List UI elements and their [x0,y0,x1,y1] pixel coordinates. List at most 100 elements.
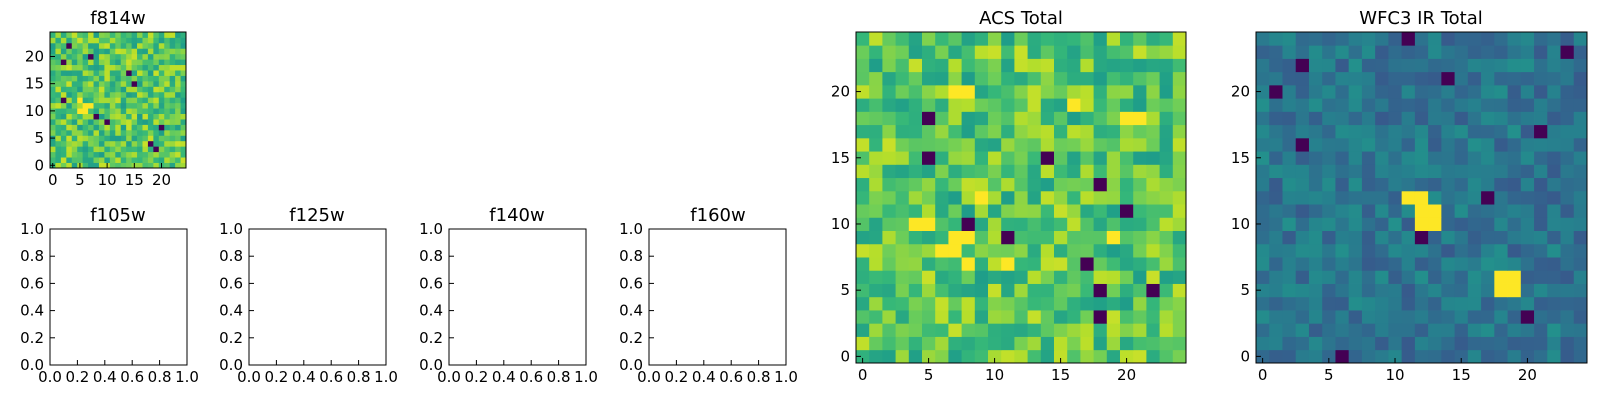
heatmap-cell [1534,71,1548,86]
heatmap-cell [164,108,171,114]
heatmap-cell [1080,71,1094,86]
heatmap-cell [71,140,78,147]
heatmap-cell [66,32,73,38]
heatmap-cell [66,37,73,44]
heatmap-cell [126,102,132,109]
heatmap-cell [1027,310,1042,324]
heatmap-cell [856,71,870,86]
heatmap-cell [1040,84,1055,99]
heatmap-cell [935,71,949,86]
heatmap-cell [142,102,149,109]
heatmap-cell [1401,323,1416,337]
heatmap-cell [908,45,923,59]
heatmap-cell [120,102,127,109]
y-tick-label: 10 [1231,215,1250,233]
y-tick-label: 0.0 [20,356,44,374]
heatmap-cell [1067,151,1081,165]
y-tick-label: 20 [1231,83,1250,101]
heatmap-cell [948,217,962,231]
heatmap-cell [882,111,896,126]
y-tick-label: 15 [25,75,44,93]
heatmap-cell [1054,296,1068,311]
heatmap-cell [1388,230,1403,245]
heatmap-cell [882,177,896,192]
heatmap-cell [1388,164,1403,179]
heatmap-cell [1133,349,1147,364]
heatmap-cell [1573,296,1588,311]
heatmap-cell [1361,32,1376,46]
axes-frame [49,228,188,366]
heatmap-cell [120,162,127,169]
heatmap-cell [908,336,923,351]
heatmap-cell [50,140,56,147]
heatmap-cell [1080,45,1094,59]
heatmap-cell [1534,111,1548,126]
heatmap-cell [1441,336,1455,351]
heatmap-cell [1573,137,1588,152]
heatmap-cell [158,97,165,104]
heatmap-cell [895,111,910,126]
heatmap-cell [158,80,165,87]
heatmap-cell [856,58,870,73]
heatmap-cell [93,108,100,114]
heatmap-cell [988,177,1002,192]
heatmap-cell [1308,310,1323,324]
heatmap-cell [1335,58,1350,73]
heatmap-cell [153,108,160,114]
heatmap-cell [1120,336,1134,351]
heatmap-cell [1494,84,1508,99]
heatmap-cell [1001,58,1015,73]
heatmap-cell [137,108,143,114]
heatmap-cell [153,119,160,125]
heatmap-cell [131,146,138,153]
heatmap-cell [77,119,84,125]
heatmap-cell [169,32,176,38]
heatmap-cell [1507,204,1522,218]
heatmap-cell [1269,84,1283,99]
heatmap-cell [98,140,105,147]
heatmap-cell [1269,58,1283,73]
heatmap-cell [974,190,989,205]
heatmap-cell [1494,296,1508,311]
heatmap-cell [1494,124,1508,139]
heatmap-cell [1133,111,1147,126]
heatmap-cell [1547,336,1561,351]
heatmap-cell [1172,98,1187,112]
heatmap-cell [935,164,949,179]
heatmap-cell [1172,204,1187,218]
heatmap-cell [1106,217,1121,231]
heatmap-cell [1093,243,1108,258]
heatmap-cell [1146,164,1160,179]
heatmap-cell [158,32,165,38]
heatmap-cell [1014,58,1028,73]
heatmap-cell [180,37,187,44]
heatmap-cell [1454,283,1469,298]
heatmap-cell [882,323,896,337]
heatmap-cell [71,108,78,114]
heatmap-cell [1014,32,1028,46]
heatmap-cell [1269,310,1283,324]
heatmap-cell [1428,111,1442,126]
heatmap-cell [126,75,132,82]
heatmap-cell [1520,98,1535,112]
heatmap-cell [1520,177,1535,192]
heatmap-cell [88,59,94,66]
heatmap-cell [869,98,883,112]
heatmap-cell [180,157,187,163]
heatmap-cell [1467,98,1482,112]
heatmap-cell [1414,336,1429,351]
heatmap-cell [1295,151,1310,165]
heatmap-cell [1507,71,1522,86]
heatmap-cell [1295,71,1310,86]
heatmap-cell [175,91,181,98]
heatmap-cell [1106,111,1121,126]
heatmap-cell [66,64,73,71]
heatmap-cell [922,190,936,205]
heatmap-cell [1534,137,1548,152]
heatmap-cell [1401,349,1416,364]
heatmap-cell [1573,349,1588,364]
heatmap-cell [180,64,187,71]
heatmap-cell [1067,270,1081,284]
heatmap-cell [1054,71,1068,86]
heatmap-cell [93,162,100,169]
